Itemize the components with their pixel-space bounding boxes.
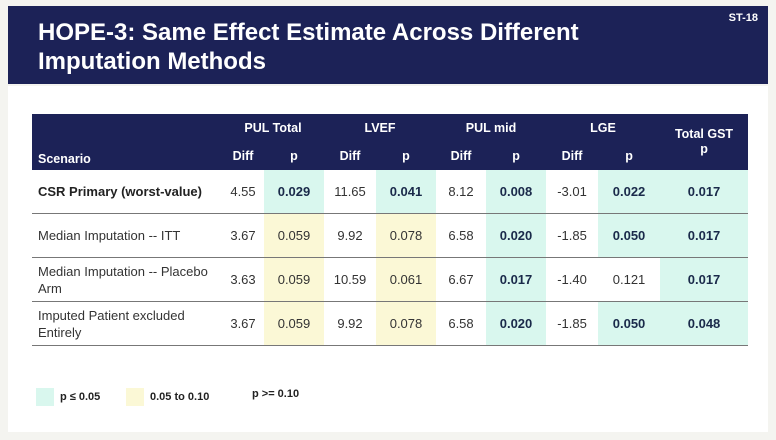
table-row: CSR Primary (worst-value) 4.55 0.029 11.65 0…: [32, 170, 749, 214]
group-header-lvef: LVEF: [324, 114, 436, 142]
p-value-cell: 0.059: [264, 301, 324, 346]
total-gst-header-p: p: [700, 142, 708, 156]
diff-header: Diff: [436, 142, 486, 170]
diff-cell: 4.55: [222, 170, 264, 214]
legend-label: p ≤ 0.05: [60, 391, 101, 403]
p-value-cell: 0.061: [376, 257, 436, 302]
gst-p-cell: 0.048: [660, 301, 749, 346]
p-value-cell: 0.020: [486, 301, 547, 346]
diff-cell: 3.63: [222, 257, 264, 302]
diff-cell: 6.58: [436, 213, 486, 258]
diff-header: Diff: [546, 142, 599, 170]
diff-header: Diff: [222, 142, 264, 170]
p-value-cell: 0.029: [264, 170, 324, 214]
diff-cell: -1.40: [546, 257, 599, 302]
legend-item: p ≤ 0.05: [36, 388, 100, 406]
p-value-cell: 0.078: [376, 301, 436, 346]
total-gst-header-label: Total GST: [674, 127, 734, 141]
legend-item: 0.05 to 0.10: [126, 388, 209, 406]
scenario-cell: Imputed Patient excluded Entirely: [32, 301, 222, 346]
slide-title: HOPE-3: Same Effect Estimate Across Diff…: [38, 19, 579, 75]
p-value-cell: 0.078: [376, 213, 436, 258]
table-row: Median Imputation -- Placebo Arm 3.63 0.05…: [32, 257, 749, 302]
diff-cell: 11.65: [324, 170, 376, 214]
p-header: p: [264, 142, 324, 170]
diff-cell: 3.67: [222, 213, 264, 258]
group-header-pul-total: PUL Total: [222, 114, 324, 142]
diff-header: Diff: [324, 142, 376, 170]
diff-cell: 9.92: [324, 213, 376, 258]
p-value-cell: 0.041: [376, 170, 436, 214]
results-table: Scenario PUL Total LVEF PUL mid LGE Tota…: [32, 114, 749, 346]
total-gst-header: Total GST p: [660, 114, 749, 170]
diff-cell: 3.67: [222, 301, 264, 346]
table-body: CSR Primary (worst-value) 4.55 0.029 11.65 0…: [32, 170, 749, 346]
p-header: p: [486, 142, 547, 170]
group-header-lge: LGE: [546, 114, 661, 142]
p-value-cell: 0.059: [264, 257, 324, 302]
legend-label: p >= 0.10: [252, 388, 300, 401]
diff-cell: -3.01: [546, 170, 599, 214]
scenario-cell: Median Imputation -- ITT: [32, 213, 222, 258]
legend-item: p >= 0.10: [252, 388, 299, 400]
p-value-cell: 0.017: [486, 257, 547, 302]
gst-p-cell: 0.017: [660, 257, 749, 302]
legend-swatch: [36, 388, 54, 406]
diff-cell: 8.12: [436, 170, 486, 214]
slide-id: ST-18: [728, 12, 758, 24]
header-row-sub: Diff p Diff p Diff p Diff p: [32, 142, 748, 170]
p-value-cell: 0.050: [598, 301, 661, 346]
diff-cell: -1.85: [546, 213, 599, 258]
table-row: Median Imputation -- ITT 3.67 0.059 9.92 0.0…: [32, 213, 749, 258]
header-row-groups: Scenario PUL Total LVEF PUL mid LGE Tota…: [32, 114, 749, 170]
group-header-pul-mid: PUL mid: [436, 114, 547, 142]
scenario-cell: CSR Primary (worst-value): [32, 170, 222, 214]
diff-cell: -1.85: [546, 301, 599, 346]
p-header: p: [376, 142, 436, 170]
p-value-cell: 0.121: [598, 257, 661, 302]
diff-cell: 6.58: [436, 301, 486, 346]
slide-header: HOPE-3: Same Effect Estimate Across Diff…: [8, 6, 768, 84]
gst-p-cell: 0.017: [660, 213, 749, 258]
legend-swatch: [126, 388, 144, 406]
p-value-cell: 0.022: [598, 170, 661, 214]
p-value-cell: 0.008: [486, 170, 547, 214]
p-value-cell: 0.050: [598, 213, 661, 258]
scenario-cell: Median Imputation -- Placebo Arm: [32, 257, 222, 302]
gst-p-cell: 0.017: [660, 170, 749, 214]
slide-content: Scenario PUL Total LVEF PUL mid LGE Tota…: [8, 86, 768, 432]
legend-label: 0.05 to 0.10: [150, 391, 210, 403]
diff-cell: 10.59: [324, 257, 376, 302]
diff-cell: 9.92: [324, 301, 376, 346]
table-row: Imputed Patient excluded Entirely 3.67 0.0…: [32, 301, 749, 346]
p-value-cell: 0.059: [264, 213, 324, 258]
p-header: p: [598, 142, 661, 170]
scenario-header: Scenario: [32, 114, 222, 170]
diff-cell: 6.67: [436, 257, 486, 302]
p-value-cell: 0.020: [486, 213, 547, 258]
